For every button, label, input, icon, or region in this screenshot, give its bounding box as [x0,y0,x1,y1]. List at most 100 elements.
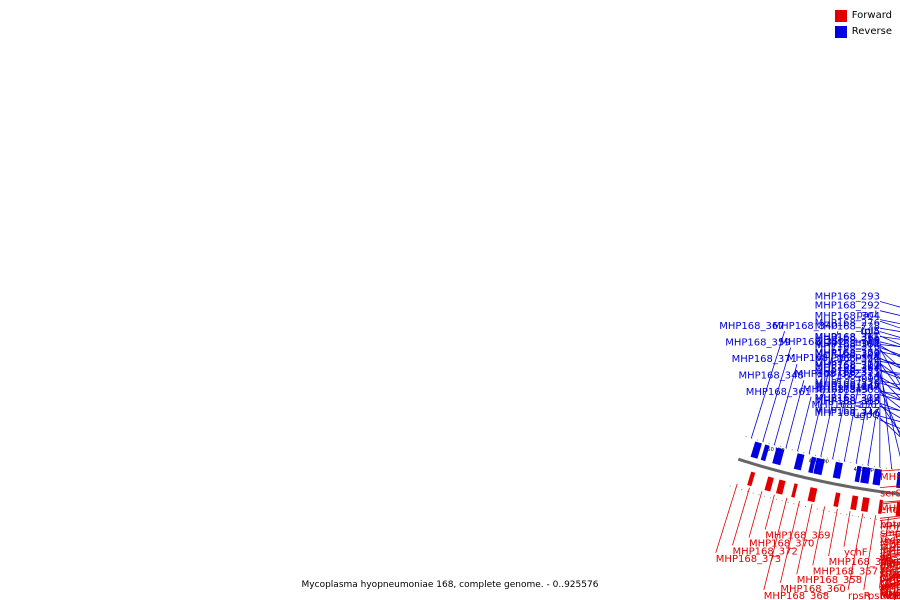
forward-gene [850,495,859,511]
leader-line [879,573,900,591]
gene-label: MHP168_337 [815,393,880,404]
leader-line [879,301,900,308]
gene-label: MHP168_319 [815,393,880,404]
gene-label: MHP168_298 [880,591,900,600]
gene-label: MHP168_334 [815,340,880,351]
gene-label: MHP168_728 [815,322,880,333]
reverse-gene [760,444,770,462]
leader-line [879,387,900,437]
gene-label: tmk [880,582,900,593]
forward-gene [775,479,786,495]
gene-label: ychF [844,548,868,559]
reverse-gene [808,456,817,474]
gene-label: rpsR [848,591,871,600]
leader-line [843,511,851,547]
leader-line [732,487,750,546]
leader-line [879,571,900,585]
gene-label: MHP168_367 [719,321,784,332]
gene-label: MHP168_308 [815,385,880,396]
gene-label: recR [880,535,900,546]
gene-label: MHP168_729 [815,335,880,346]
gene-label: MHP168_359 [725,338,790,349]
gene-label: MHP168_340 [773,321,838,332]
gene-label: MHP168_291 [880,546,900,557]
gene-label: serS [880,489,900,500]
leader-line [828,508,838,557]
gene-label: MHP168_311 [815,332,880,343]
genome-backbone [729,435,900,523]
gene-label: MHP168_725 [880,522,900,533]
leader-line [879,363,900,379]
forward-gene [807,487,818,503]
forward-gene [747,471,756,487]
gene-label: MHP168_354 [815,353,880,364]
gene-label: eno [880,505,899,516]
gene-label: topA [857,381,880,392]
leader-line [843,378,861,462]
gene-label: MHP168_316 [815,342,880,353]
leader-line [879,566,900,591]
gene-label: MHP168_322 [815,353,880,364]
tick-label: 450 kbp [764,447,784,453]
gene-label: MHP168_300 [880,570,900,581]
gene-label: pheS [880,560,900,571]
reverse-gene [854,465,862,483]
gene-label: MHP168_323 [880,591,900,600]
gene-label: MHP168_278 [880,503,900,514]
leader-line [832,362,853,460]
backbone-line [737,457,900,496]
reverse-gene [860,466,871,484]
gene-labels: liplplAMHP168_276pacLMHP168_292MHP168_29… [716,292,900,600]
leader-line [879,348,900,385]
gene-label: MHP168_353 [815,348,880,359]
gene-label: lig [880,551,892,562]
gene-label: MHP168_273 [880,472,900,483]
gene-label: lip [868,335,880,346]
leader-line [879,357,893,470]
gene-label: psgA [855,351,880,362]
gene-label: MHP168_365 [815,333,880,344]
forward-gene [895,501,900,517]
map-caption: Mycoplasma hyopneumoniae 168, complete g… [301,580,599,590]
gene-label: MHP168_333 [880,591,900,600]
gene-label: MHP168_320 [815,348,880,359]
legend-reverse: Reverse [834,24,892,40]
leader-line [879,562,900,573]
gene-label: truB [880,591,900,600]
gene-label: MHP168_727 [815,360,880,371]
gene-label: MHP168_315 [815,397,880,408]
gene-label: ssb [880,569,897,580]
gene-label: MHP168_317 [815,406,880,417]
gene-label: MHP168_355 [815,367,880,378]
gene-label: MHP168_288 [880,543,900,554]
gene-label: MHP168_361 [746,387,811,398]
leader-line [780,500,800,583]
gene-label: MHP168_364 [815,363,880,374]
gene-label: MHP168_310 [815,361,880,372]
legend-reverse-label: Reverse [851,26,892,37]
gene-label: lplA-1 [880,561,900,572]
gene-label: MHP168_362 [815,339,880,350]
reverse-gene [896,471,900,489]
leader-line [762,347,791,442]
gene-label: trmD [855,338,881,349]
forward-swatch [834,10,847,22]
leader-line [863,515,877,591]
leader-line [796,503,813,575]
gene-label: lplA [861,327,880,338]
gene-label: MHP168_339 [879,589,900,600]
leader-line [879,389,900,400]
gene-label: MHP168_276 [815,318,880,329]
gene-label: MHP168_313 [880,591,900,600]
gene-label: MHP168_368 [764,591,829,600]
gene-label: mod [858,373,880,384]
legend-forward-label: Forward [851,10,892,21]
gene-label: pheT [880,588,900,599]
gene-label: MHP168_282 [880,573,900,584]
gene-label: pacL [856,310,880,321]
reverse-gene [793,453,805,471]
gene-label: MHP168_327 [880,585,900,596]
gene-label: MHP168_366 [815,396,880,407]
reverse-gene [813,457,825,476]
